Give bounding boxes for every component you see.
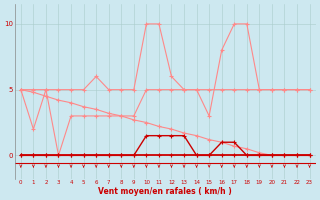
X-axis label: Vent moyen/en rafales ( km/h ): Vent moyen/en rafales ( km/h ) bbox=[98, 187, 232, 196]
